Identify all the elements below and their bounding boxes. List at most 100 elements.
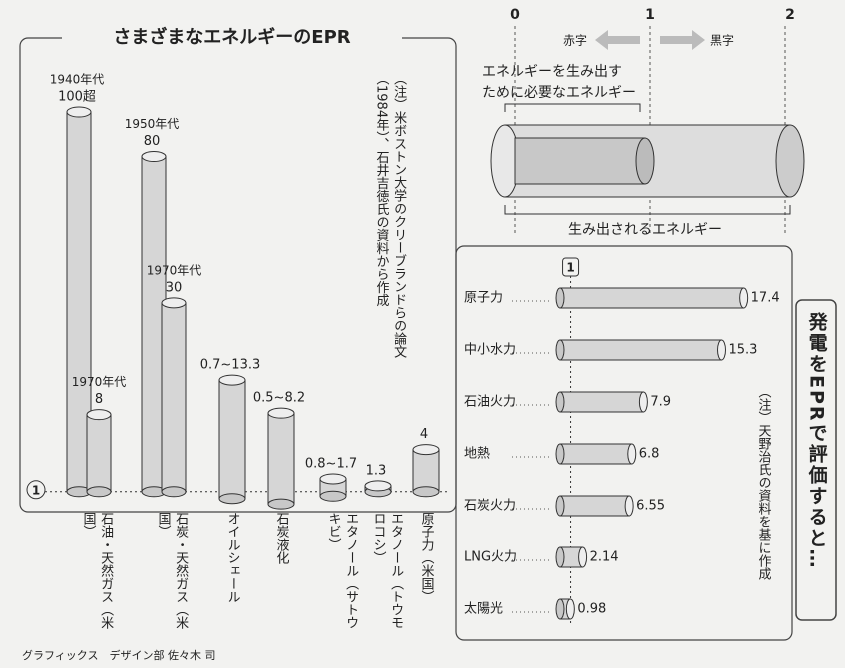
cylinder [267, 407, 295, 510]
reference-badge [26, 480, 46, 500]
input-bracket [504, 103, 641, 112]
cylinder-top [364, 480, 392, 492]
value-label: 30 [166, 280, 183, 295]
value-label: 15.3 [729, 343, 758, 358]
output-label: 生み出されるエネルギー [568, 222, 722, 238]
chart2-note: （注）天野治氏の資料を基に作成 [755, 385, 771, 580]
cylinder-left [555, 391, 565, 413]
cylinder [555, 287, 749, 309]
cylinder-top [161, 297, 187, 309]
cylinder [555, 339, 726, 361]
value-label: 1.3 [366, 463, 387, 478]
explainer: 0 1 2 赤字 黒字 エネルギーを生み出す ために必要なエネルギー 生み出され… [482, 7, 805, 238]
chart2-title-box [795, 299, 837, 621]
cylinder-top [218, 374, 246, 386]
value-label: 0.7~13.3 [200, 358, 261, 373]
period-label: 1970年代 [147, 263, 202, 277]
cylinder-body [559, 495, 630, 517]
outer-cylinder-end [775, 124, 805, 198]
x-tick-label: 1 [566, 261, 574, 275]
cylinder-top [66, 106, 92, 118]
cylinder [364, 480, 392, 498]
chart2-title: 発電をEPRで評価すると… [805, 312, 828, 570]
y-tick-label: 1 [32, 483, 40, 497]
cylinder-bottom [412, 486, 440, 498]
value-label: 2.14 [590, 550, 619, 565]
cylinder [555, 598, 575, 620]
cylinder-body [86, 414, 112, 493]
cylinder-right [638, 391, 648, 413]
input-label: ために必要なエネルギー [482, 85, 636, 101]
period-label: 1940年代 [50, 73, 105, 87]
cylinder [161, 297, 187, 498]
cylinder [218, 374, 246, 505]
chart1-note: （注）米ボストン大学のクリーブランドらの論文（1984年）、石井吉徳氏の資料から… [373, 72, 407, 358]
inner-cylinder [514, 137, 646, 185]
cylinder-left [555, 546, 565, 568]
x-tick-label: 原子力（米国） [418, 512, 434, 603]
period-label: 1970年代 [72, 375, 127, 389]
title-bg [62, 26, 402, 50]
loss-label: 赤字 [563, 33, 587, 48]
value-label: 0.8~1.7 [305, 456, 357, 471]
cylinder [555, 443, 637, 465]
loss-arrow [595, 30, 640, 50]
cylinder-right [627, 443, 637, 465]
cylinder-right [739, 287, 749, 309]
cylinder-body [267, 412, 295, 505]
value-label: 100超 [58, 90, 96, 105]
period-label: 1950年代 [125, 117, 180, 131]
inner-cylinder-end [635, 137, 655, 185]
gain-label: 黒字 [710, 33, 734, 48]
cylinder-left [555, 287, 565, 309]
cylinder [86, 409, 112, 498]
value-label: 17.4 [751, 291, 780, 306]
value-label: 80 [144, 134, 161, 149]
cylinder [319, 473, 347, 502]
gain-arrow [660, 30, 705, 50]
x-tick-label: 石炭液化 [273, 512, 289, 564]
cylinder-body [559, 287, 745, 309]
x-tick-label: 石油・天然ガス（米国） [80, 512, 114, 629]
x-tick-label: エタノール（トウモロコシ） [370, 512, 404, 629]
cylinder-right [624, 495, 634, 517]
cylinder-bottom [86, 486, 112, 498]
value-label: 6.55 [636, 499, 665, 514]
cylinder-bottom [161, 486, 187, 498]
cylinder-right [717, 339, 726, 361]
chart1-title: さまざまなエネルギーのEPR [113, 26, 350, 48]
scale-label: 0 [510, 7, 520, 23]
cylinder-top [412, 444, 440, 456]
cylinder-right [565, 598, 575, 620]
cylinder-left [555, 598, 565, 620]
cylinder [555, 391, 648, 413]
cylinder-left [555, 339, 565, 361]
cylinder-bottom [267, 498, 295, 510]
value-label: 0.98 [577, 602, 606, 617]
cylinder-body [161, 302, 187, 493]
reference-badge [562, 257, 580, 277]
credit: グラフィックス デザイン部 佐々木 司 [22, 648, 215, 662]
cylinder-body [559, 391, 644, 413]
x-tick-label: オイルシェール [224, 512, 240, 603]
value-label: 8 [95, 392, 103, 407]
category-label: 石油火力 [464, 395, 516, 410]
cylinder-top [86, 409, 112, 421]
category-label: 地熱 [464, 447, 490, 462]
input-label: エネルギーを生み出す [482, 64, 622, 80]
cylinder-left [555, 443, 565, 465]
category-label: 石炭火力 [464, 499, 516, 514]
category-label: 中小水力 [464, 343, 516, 358]
cylinder-bottom [218, 493, 246, 505]
scale-label: 1 [645, 7, 655, 23]
cylinder [555, 495, 634, 517]
cylinder-left [555, 495, 565, 517]
cylinder-body [559, 339, 722, 361]
cylinder [555, 546, 588, 568]
value-label: 6.8 [639, 447, 660, 462]
x-tick-label: 石炭・天然ガス（米国） [155, 512, 189, 629]
cylinder-body [218, 379, 246, 500]
cylinder-top [141, 151, 167, 163]
cylinder-top [267, 407, 295, 419]
